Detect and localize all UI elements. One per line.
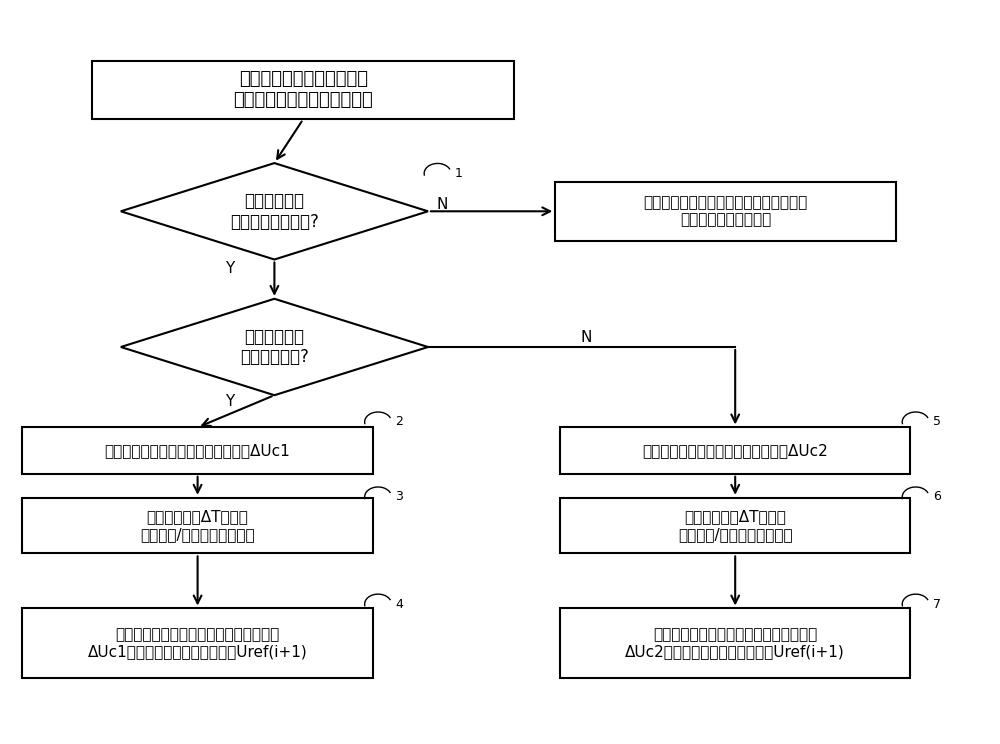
FancyBboxPatch shape (92, 60, 514, 119)
Text: N: N (437, 196, 448, 211)
Text: 2: 2 (395, 415, 403, 429)
FancyBboxPatch shape (560, 427, 910, 474)
FancyBboxPatch shape (22, 609, 373, 679)
FancyBboxPatch shape (22, 498, 373, 554)
Text: 延时指定时间ΔT以等待
滤波器组/电容器组投入稳定: 延时指定时间ΔT以等待 滤波器组/电容器组投入稳定 (140, 510, 255, 542)
Text: Y: Y (225, 394, 234, 409)
Text: 预估目标电压与初始电压目标的偏差ΔUc1: 预估目标电压与初始电压目标的偏差ΔUc1 (105, 443, 290, 458)
Text: Y: Y (225, 261, 234, 276)
Text: 4: 4 (395, 597, 403, 611)
Text: 投滤波器组或
电容器组指令?: 投滤波器组或 电容器组指令? (240, 327, 309, 366)
FancyBboxPatch shape (560, 609, 910, 679)
Text: 5: 5 (933, 415, 941, 429)
Polygon shape (121, 299, 428, 395)
Text: 1: 1 (455, 167, 463, 180)
Text: 根据预估目标电压与初始电压目标的偏差
ΔUc2修正调相机的电压控制目标Uref(i+1): 根据预估目标电压与初始电压目标的偏差 ΔUc2修正调相机的电压控制目标Uref(… (625, 627, 845, 660)
Text: 3: 3 (395, 490, 403, 504)
FancyBboxPatch shape (560, 498, 910, 554)
Text: 预估目标电压与初始电压目标的偏差ΔUc2: 预估目标电压与初始电压目标的偏差ΔUc2 (642, 443, 828, 458)
Text: 保持调相机电压控制目标不变，响应系统
电压波动调节无功输出: 保持调相机电压控制目标不变，响应系统 电压波动调节无功输出 (643, 195, 808, 228)
Polygon shape (121, 163, 428, 260)
Text: 有滤波器组或
电容器组投切指令?: 有滤波器组或 电容器组投切指令? (230, 192, 319, 231)
FancyBboxPatch shape (555, 182, 896, 240)
Text: 延时指定时间ΔT以等待
滤波器组/电容器组切除稳定: 延时指定时间ΔT以等待 滤波器组/电容器组切除稳定 (678, 510, 793, 542)
Text: 7: 7 (933, 597, 941, 611)
Text: 6: 6 (933, 490, 941, 504)
Text: 直流控保无功控制策略不变
调相机工作在定电压控制模式: 直流控保无功控制策略不变 调相机工作在定电压控制模式 (233, 71, 373, 109)
FancyBboxPatch shape (22, 427, 373, 474)
Text: 根据预估目标电压与初始电压目标的偏差
ΔUc1修正调相机的电压控制目标Uref(i+1): 根据预估目标电压与初始电压目标的偏差 ΔUc1修正调相机的电压控制目标Uref(… (88, 627, 307, 660)
Text: N: N (581, 330, 592, 345)
